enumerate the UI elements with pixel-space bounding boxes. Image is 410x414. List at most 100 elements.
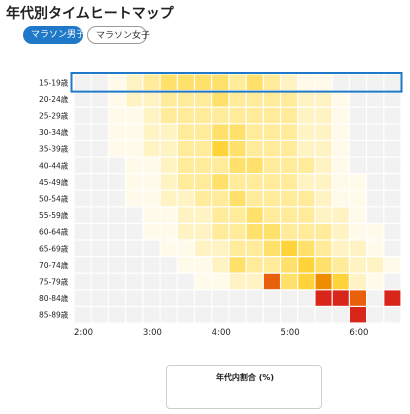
heatmap-cell	[143, 124, 160, 140]
heatmap-cell	[349, 290, 366, 306]
tab-marathon-women[interactable]: マラソン女子	[87, 26, 150, 44]
heatmap-cell	[367, 157, 384, 173]
heatmap-cell	[143, 307, 160, 323]
heatmap-cell	[74, 141, 91, 157]
heatmap-cell	[126, 107, 143, 124]
heatmap-cell	[349, 107, 366, 124]
heatmap-cell	[195, 124, 212, 140]
heatmap-cell	[384, 190, 401, 207]
heatmap-cell	[160, 240, 177, 256]
heatmap-cell	[332, 224, 349, 240]
heatmap-cell	[263, 74, 280, 90]
heatmap-cell	[126, 157, 143, 173]
heatmap-cell	[281, 91, 298, 107]
heatmap-cell	[195, 74, 212, 90]
heatmap-cell	[74, 157, 91, 173]
heatmap-cell	[298, 141, 315, 157]
heatmap-cell	[195, 107, 212, 124]
heatmap-cell	[229, 91, 246, 107]
heatmap-cell	[332, 157, 349, 173]
x-tick-label: 6:00	[349, 328, 368, 338]
heatmap-cell	[177, 240, 194, 256]
heatmap-cell	[229, 224, 246, 240]
heatmap-cell	[332, 124, 349, 140]
heatmap-cell	[143, 273, 160, 290]
heatmap-cell	[229, 273, 246, 290]
heatmap-cell	[263, 224, 280, 240]
heatmap-cell	[177, 174, 194, 190]
x-tick-label: 3:00	[143, 328, 162, 338]
heatmap-cell	[143, 240, 160, 256]
heatmap-cell	[281, 74, 298, 90]
heatmap-cell	[384, 290, 401, 306]
heatmap-cell	[109, 141, 126, 157]
heatmap-cell	[229, 207, 246, 223]
heatmap-cell	[91, 174, 108, 190]
heatmap-cell	[229, 257, 246, 273]
heatmap-cell	[298, 224, 315, 240]
heatmap-cell	[126, 273, 143, 290]
heatmap-cell	[246, 224, 263, 240]
heatmap-cell	[349, 190, 366, 207]
heatmap-cell	[195, 290, 212, 306]
heatmap-cell	[212, 307, 229, 323]
heatmap-cell	[177, 141, 194, 157]
heatmap-cell	[281, 124, 298, 140]
heatmap-cell	[349, 207, 366, 223]
heatmap-cell	[195, 240, 212, 256]
heatmap-cell	[212, 74, 229, 90]
heatmap-cell	[246, 174, 263, 190]
heatmap-cell	[263, 91, 280, 107]
heatmap-cell	[315, 157, 332, 173]
heatmap-cell	[298, 107, 315, 124]
heatmap-cell	[246, 290, 263, 306]
heatmap-cell	[246, 240, 263, 256]
y-tick-label: 55-59歳	[39, 210, 69, 220]
heatmap-cell	[195, 224, 212, 240]
highlighted-row-outline	[70, 72, 403, 93]
x-tick-label: 5:00	[281, 328, 300, 338]
heatmap-cell	[91, 240, 108, 256]
heatmap-cell	[195, 91, 212, 107]
heatmap-cell	[177, 207, 194, 223]
heatmap-cell	[195, 307, 212, 323]
heatmap-cell	[74, 174, 91, 190]
heatmap-cell	[281, 240, 298, 256]
heatmap-cell	[281, 157, 298, 173]
heatmap-cell	[298, 307, 315, 323]
heatmap-cell	[195, 174, 212, 190]
heatmap-cell	[160, 207, 177, 223]
heatmap-cell	[212, 157, 229, 173]
heatmap-cell	[177, 273, 194, 290]
heatmap-cell	[332, 91, 349, 107]
heatmap-cell	[367, 307, 384, 323]
heatmap-cell	[160, 91, 177, 107]
heatmap-cell	[143, 141, 160, 157]
heatmap-cell	[332, 174, 349, 190]
heatmap-cell	[229, 141, 246, 157]
heatmap-cell	[74, 74, 91, 90]
heatmap-cell	[384, 107, 401, 124]
heatmap-cell	[315, 307, 332, 323]
heatmap-cell	[160, 224, 177, 240]
heatmap-cell	[246, 273, 263, 290]
heatmap-cell	[298, 290, 315, 306]
heatmap-cell	[367, 190, 384, 207]
heatmap-cell	[126, 240, 143, 256]
heatmap-cell	[143, 224, 160, 240]
heatmap-cell	[126, 74, 143, 90]
heatmap-cell	[229, 74, 246, 90]
heatmap-cell	[91, 290, 108, 306]
heatmap-cell	[332, 273, 349, 290]
heatmap-cell	[349, 74, 366, 90]
heatmap-cell	[246, 91, 263, 107]
heatmap-cell	[91, 157, 108, 173]
heatmap-cell	[315, 124, 332, 140]
heatmap-cell	[74, 307, 91, 323]
heatmap-cell	[246, 107, 263, 124]
chart-title: 年代別タイムヒートマップ	[6, 6, 174, 22]
heatmap-cell	[332, 240, 349, 256]
tab-marathon-men[interactable]: マラソン男子	[23, 26, 85, 44]
heatmap-cell	[281, 224, 298, 240]
heatmap-cell	[177, 91, 194, 107]
